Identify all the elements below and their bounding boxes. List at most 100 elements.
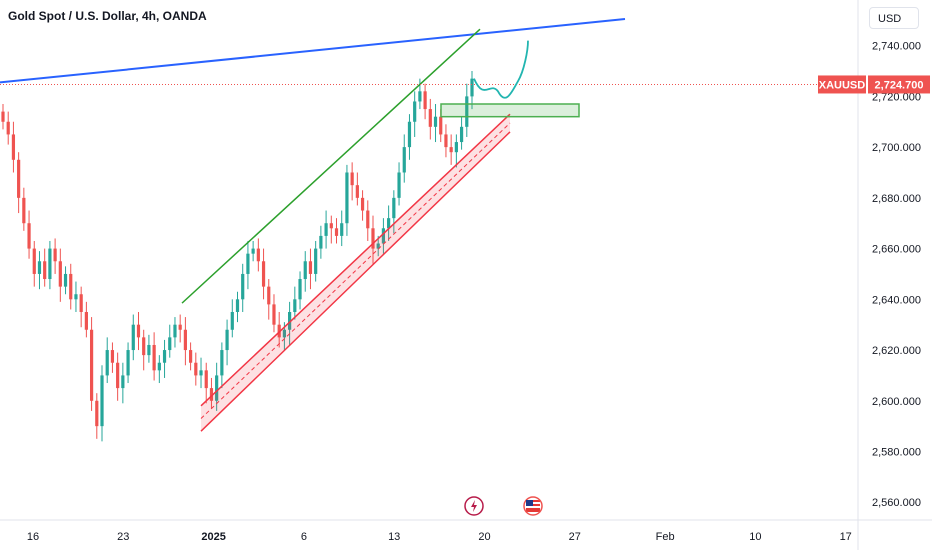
candle-body bbox=[397, 172, 401, 198]
candle-body bbox=[43, 261, 47, 280]
candle-body bbox=[194, 362, 198, 376]
candle-body bbox=[465, 96, 469, 127]
candle-body bbox=[329, 223, 333, 229]
last-price-tag bbox=[868, 75, 930, 94]
candle-body bbox=[11, 134, 16, 160]
candle-body bbox=[95, 400, 99, 427]
candle-body bbox=[199, 370, 203, 376]
candle-body bbox=[157, 362, 161, 371]
channel-mid-line bbox=[200, 122, 511, 419]
candle-body bbox=[439, 116, 443, 135]
candle-body bbox=[314, 248, 318, 274]
candle-body bbox=[444, 134, 448, 148]
candle-body bbox=[32, 248, 36, 274]
channel-upper-line bbox=[200, 113, 511, 407]
candle-body bbox=[1, 111, 5, 122]
candle-body bbox=[418, 91, 422, 102]
candle-body bbox=[6, 121, 10, 135]
time-tick-label: Feb bbox=[656, 531, 675, 543]
candle-body bbox=[100, 375, 104, 427]
price-tick-label: 2,640.000 bbox=[872, 294, 921, 306]
candle-body bbox=[17, 159, 21, 198]
candle-body bbox=[136, 324, 141, 338]
candle-body bbox=[110, 350, 115, 363]
candle-body bbox=[324, 223, 328, 236]
event-icons[interactable] bbox=[464, 496, 543, 516]
lightning-icon[interactable] bbox=[464, 496, 484, 516]
candle-body bbox=[407, 121, 412, 148]
candle-body bbox=[37, 261, 42, 274]
us-flag-icon-canton bbox=[526, 500, 533, 506]
us-flag-icon[interactable] bbox=[523, 496, 543, 516]
candle-body bbox=[89, 329, 94, 401]
candle-body bbox=[308, 261, 313, 274]
time-tick-label: 16 bbox=[27, 531, 39, 543]
us-flag-icon-stripe bbox=[526, 506, 540, 508]
time-tick-label: 6 bbox=[301, 531, 307, 543]
candles bbox=[1, 71, 474, 442]
candle-body bbox=[298, 279, 302, 300]
chart-title: Gold Spot / U.S. Dollar, 4h, OANDA bbox=[8, 9, 207, 23]
candle-body bbox=[241, 273, 245, 300]
candle-body bbox=[22, 197, 26, 224]
candle-body bbox=[246, 253, 250, 274]
candle-body bbox=[470, 78, 474, 97]
candle-body bbox=[366, 210, 370, 229]
price-axis[interactable]: 2,740.000 2,720.000 2,700.000 2,680.000 2,66… bbox=[872, 41, 921, 510]
candle-body bbox=[116, 362, 120, 389]
time-axis[interactable]: 16 23 2025 6 13 20 27 Feb 10 17 bbox=[27, 531, 852, 543]
candle-body bbox=[209, 388, 214, 401]
time-tick-label: 17 bbox=[840, 531, 852, 543]
lightning-icon-glyph bbox=[471, 500, 477, 512]
price-tick-label: 2,720.000 bbox=[872, 91, 921, 103]
candle-body bbox=[340, 223, 344, 236]
channel-fill bbox=[201, 114, 510, 432]
candle-body bbox=[58, 261, 62, 287]
candle-body bbox=[267, 286, 271, 305]
candle-body bbox=[168, 337, 172, 351]
price-tick-label: 2,660.000 bbox=[872, 244, 921, 256]
candle-body bbox=[69, 273, 73, 300]
time-tick-label: 13 bbox=[388, 531, 400, 543]
green-trendline bbox=[181, 28, 481, 304]
candle-body bbox=[178, 324, 182, 330]
candle-body bbox=[105, 350, 109, 376]
candle-body bbox=[183, 329, 187, 351]
candle-body bbox=[303, 261, 307, 280]
candle-body bbox=[449, 147, 453, 153]
candle-body bbox=[459, 126, 464, 143]
time-tick-label: 10 bbox=[749, 531, 761, 543]
price-tick-label: 2,680.000 bbox=[872, 193, 921, 205]
price-tick-label: 2,700.000 bbox=[872, 142, 921, 154]
price-tick-label: 2,600.000 bbox=[872, 396, 921, 408]
candle-body bbox=[402, 147, 406, 173]
symbol-tag-text: XAUUSD bbox=[819, 79, 866, 91]
time-tick-label: 23 bbox=[117, 531, 129, 543]
candle-body bbox=[360, 197, 365, 211]
candle-body bbox=[173, 324, 177, 338]
candle-body bbox=[345, 172, 349, 224]
candle-body bbox=[413, 101, 417, 122]
candle-body bbox=[63, 273, 68, 287]
candle-body bbox=[215, 375, 219, 401]
candle-body bbox=[282, 329, 286, 338]
candle-body bbox=[423, 91, 427, 110]
currency-button[interactable]: USD bbox=[869, 7, 919, 29]
candle-body bbox=[27, 223, 31, 249]
candle-body bbox=[131, 324, 135, 351]
candle-body bbox=[371, 228, 375, 249]
candle-body bbox=[48, 248, 52, 280]
candle-body bbox=[334, 228, 339, 236]
candle-body bbox=[189, 350, 193, 363]
blue-trendline bbox=[0, 18, 626, 84]
time-tick-label: 2025 bbox=[201, 531, 225, 543]
candle-body bbox=[235, 299, 240, 312]
candle-body bbox=[220, 350, 224, 376]
time-tick-label: 27 bbox=[569, 531, 581, 543]
candle-body bbox=[79, 294, 83, 312]
candle-body bbox=[225, 329, 229, 351]
candle-body bbox=[121, 375, 125, 389]
price-tick-label: 2,560.000 bbox=[872, 497, 921, 509]
